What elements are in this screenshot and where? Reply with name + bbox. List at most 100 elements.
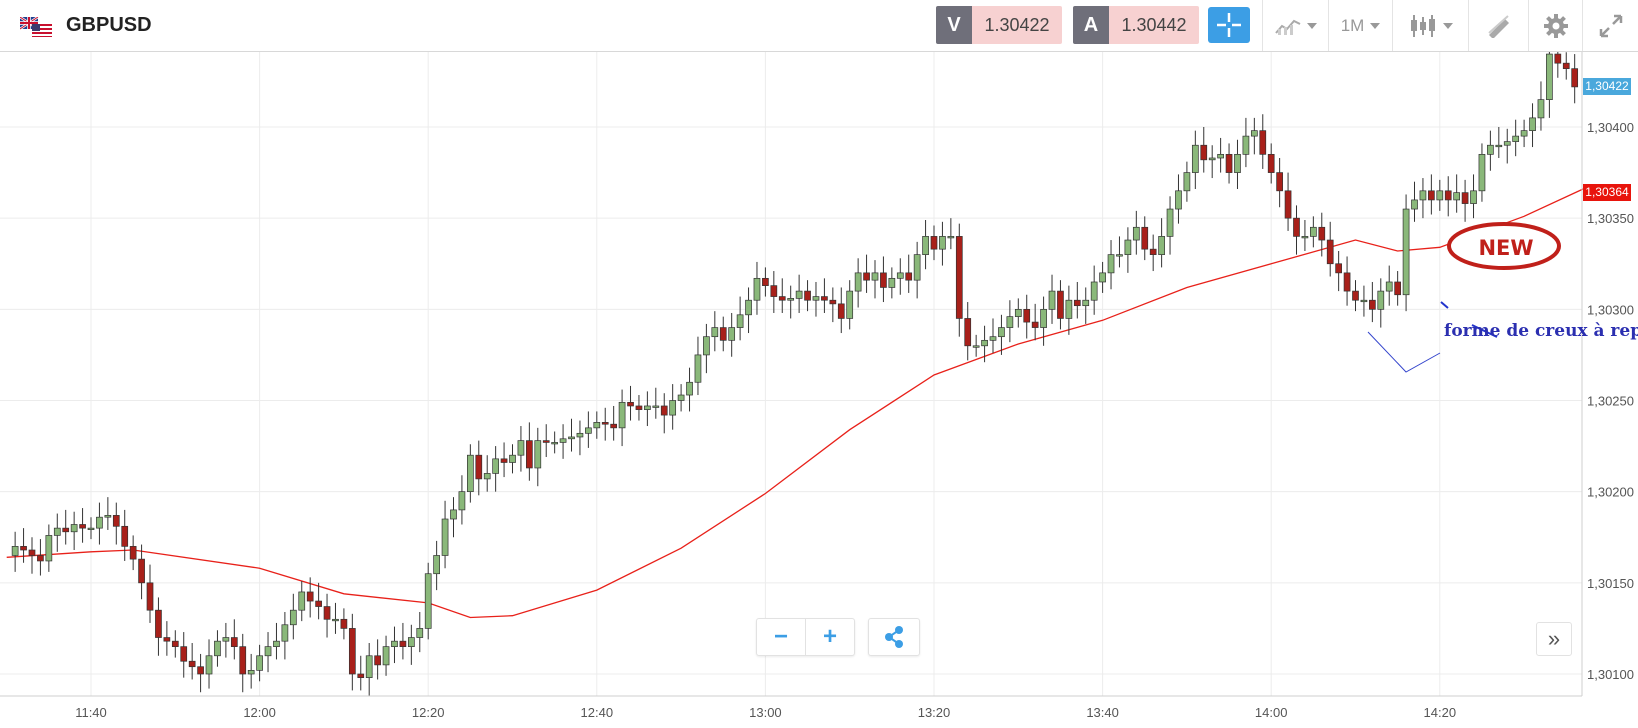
candle-body — [382, 646, 390, 666]
x-tick-label: 14:20 — [1424, 705, 1457, 720]
timeframe-label: 1M — [1340, 15, 1365, 35]
candle-down — [399, 622, 407, 660]
expand-arrows-icon — [1599, 14, 1622, 37]
candle-up — [1453, 174, 1461, 213]
candle-body — [374, 655, 381, 666]
candle-body — [1419, 190, 1427, 201]
share-icon — [885, 626, 903, 648]
zoom-in-button[interactable]: + — [805, 619, 854, 655]
x-tick-label: 13:00 — [749, 705, 782, 720]
candle-body — [79, 524, 86, 529]
sell-price-button[interactable]: V 1.30422 — [936, 6, 1062, 44]
new-badge-text: NEW — [1478, 236, 1533, 260]
candle-body — [1309, 226, 1317, 237]
candle-down — [500, 442, 508, 478]
candle-up — [1116, 236, 1123, 268]
candle-down — [1023, 294, 1031, 339]
candle-body — [913, 254, 921, 281]
candle-body — [180, 646, 188, 662]
candle-up — [1487, 130, 1494, 171]
candle-body — [1259, 130, 1267, 155]
candle-body — [880, 272, 887, 288]
zoom-controls: − + — [756, 618, 855, 656]
candle-down — [863, 254, 870, 293]
chevron-down-icon — [1442, 22, 1453, 29]
candle-down — [1318, 212, 1326, 257]
candle-up — [585, 411, 592, 448]
price-chart[interactable]: 11:40 12:00 12:20 12:40 13:00 13:20 13:40 14:00… — [0, 52, 1638, 728]
timeframe-selector[interactable]: 1M — [1328, 0, 1392, 51]
candle-body — [930, 236, 938, 250]
indicators-button[interactable] — [1262, 0, 1328, 51]
candle-up — [947, 218, 955, 250]
candle-down — [719, 316, 727, 352]
candle-up — [1495, 127, 1503, 158]
scroll-to-latest-button[interactable]: » — [1536, 622, 1572, 656]
chart-type-button[interactable] — [1392, 0, 1468, 51]
candle-body — [854, 272, 862, 292]
candle-body — [694, 354, 702, 383]
candle-up — [703, 323, 710, 374]
share-button[interactable] — [868, 618, 920, 656]
candle-body — [197, 666, 204, 675]
candle-down — [112, 502, 120, 545]
candle-body — [509, 454, 516, 463]
buy-price-button[interactable]: A 1.30442 — [1073, 6, 1199, 44]
candle-up — [1183, 161, 1191, 202]
candle-body — [298, 591, 306, 611]
candle-up — [888, 267, 896, 299]
candle-body — [1554, 53, 1562, 64]
candle-body — [45, 535, 53, 562]
candle-body — [1225, 153, 1233, 173]
candle-body — [1520, 130, 1528, 137]
candle-body — [256, 655, 263, 671]
candle-body — [1073, 299, 1081, 307]
candle-up — [534, 427, 542, 487]
candle-body — [365, 655, 373, 678]
candle-body — [1065, 299, 1073, 319]
candle-body — [1099, 272, 1106, 283]
zoom-out-button[interactable]: − — [773, 623, 788, 650]
candle-body — [1385, 281, 1393, 292]
moving-average-line — [6, 188, 1584, 619]
candle-body — [205, 655, 213, 675]
candle-body — [1116, 254, 1123, 257]
candle-body — [947, 236, 955, 239]
candle-up — [247, 653, 255, 689]
candle-body — [87, 527, 95, 530]
candle-body — [1200, 144, 1208, 161]
candle-body — [1436, 190, 1444, 201]
fullscreen-button[interactable] — [1582, 0, 1638, 51]
sell-price: 1.30422 — [972, 6, 1062, 44]
candle-up — [391, 626, 398, 664]
candle-down — [37, 539, 44, 576]
settings-button[interactable] — [1528, 0, 1582, 51]
drawing-tools-button[interactable] — [1468, 0, 1528, 51]
candle-up — [1529, 103, 1536, 148]
x-tick-label: 11:40 — [75, 705, 107, 720]
candle-down — [964, 302, 972, 361]
candle-down — [955, 223, 963, 337]
candle-up — [1191, 130, 1199, 189]
candle-up — [1360, 285, 1368, 317]
candle-down — [1293, 205, 1300, 255]
candle-down — [62, 509, 70, 545]
candle-body — [804, 290, 811, 301]
candle-up — [256, 644, 263, 682]
candle-body — [1343, 272, 1351, 292]
candle-body — [281, 624, 289, 642]
x-tick-label: 14:00 — [1255, 705, 1288, 720]
candle-body — [576, 432, 584, 438]
candle-body — [1217, 153, 1224, 159]
candle-body — [728, 327, 736, 341]
candle-up — [1107, 240, 1115, 290]
candle-up — [11, 531, 19, 572]
candle-body — [787, 298, 795, 301]
crosshair-button[interactable] — [1208, 7, 1250, 43]
candle-body — [1352, 290, 1359, 301]
candle-up — [205, 639, 213, 689]
candle-up — [1470, 174, 1477, 219]
crosshair-icon — [1217, 13, 1241, 37]
candle-body — [306, 591, 314, 602]
candle-down — [1259, 114, 1267, 169]
